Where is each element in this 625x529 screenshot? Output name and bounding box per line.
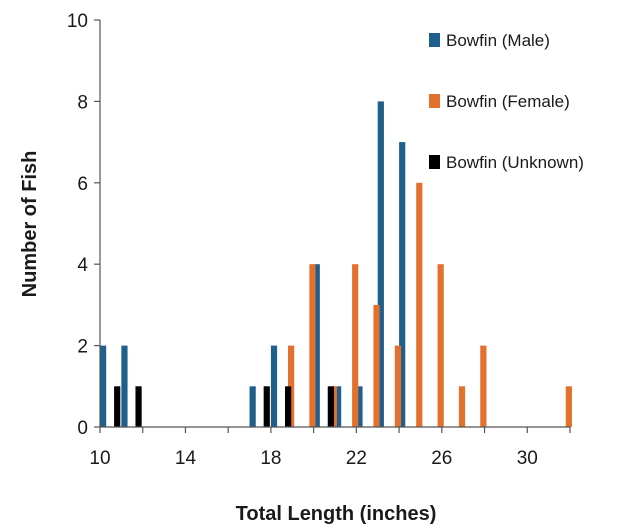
bar-bowfin-male-24 bbox=[399, 142, 406, 427]
legend-label: Bowfin (Male) bbox=[446, 31, 550, 50]
x-tick-label: 10 bbox=[89, 448, 110, 469]
bar-bowfin-female-23 bbox=[394, 345, 402, 427]
x-axis-title: Total Length (inches) bbox=[236, 503, 437, 525]
y-tick-label: 8 bbox=[77, 92, 88, 113]
legend-label: Bowfin (Female) bbox=[446, 92, 570, 111]
y-tick-label: 0 bbox=[77, 418, 88, 439]
y-axis-title: Number of Fish bbox=[19, 151, 41, 298]
legend-swatch bbox=[429, 94, 440, 108]
axes-layer bbox=[99, 20, 570, 428]
x-tick-label: 26 bbox=[431, 448, 452, 469]
legend-swatch bbox=[429, 155, 440, 169]
bar-bowfin-male-18 bbox=[270, 345, 278, 427]
bar-bowfin-female-19 bbox=[309, 264, 316, 427]
x-tick-label: 30 bbox=[517, 448, 538, 469]
y-tick-label: 2 bbox=[77, 337, 88, 358]
x-tick-label: 14 bbox=[175, 448, 197, 469]
ticks-layer: 0 2 4 6 8 10 10 14 18 22 26 30 bbox=[67, 11, 571, 469]
bar-bowfin-unknown-20 bbox=[327, 386, 334, 427]
bar-bowfin-male-21 bbox=[335, 386, 342, 427]
y-tick-label: 4 bbox=[77, 255, 88, 276]
bar-bowfin-female-27 bbox=[480, 345, 487, 427]
bar-bowfin-male-20 bbox=[313, 264, 320, 427]
x-tick-label: 18 bbox=[260, 448, 281, 469]
bars-layer bbox=[100, 101, 572, 428]
bar-bowfin-unknown-18 bbox=[285, 386, 292, 427]
bar-bowfin-unknown-10 bbox=[114, 386, 121, 427]
bar-bowfin-female-26 bbox=[458, 386, 466, 427]
bar-bowfin-unknown-17 bbox=[263, 386, 270, 427]
bar-bowfin-unknown-11 bbox=[135, 386, 142, 427]
bar-bowfin-female-25 bbox=[437, 264, 444, 427]
bar-bowfin-female-31 bbox=[565, 386, 572, 427]
legend-swatch bbox=[429, 33, 440, 47]
bar-bowfin-female-22 bbox=[373, 304, 380, 427]
bar-bowfin-male-10 bbox=[100, 345, 107, 427]
legend: Bowfin (Male) Bowfin (Female) Bowfin (Unkn… bbox=[429, 31, 584, 172]
bar-bowfin-male-22 bbox=[356, 386, 363, 427]
bar-bowfin-female-24 bbox=[416, 182, 423, 427]
y-tick-label: 10 bbox=[67, 11, 88, 32]
bar-bowfin-male-17 bbox=[249, 386, 256, 427]
legend-label: Bowfin (Unknown) bbox=[446, 153, 584, 172]
x-tick-label: 22 bbox=[346, 448, 367, 469]
bar-bowfin-female-21 bbox=[352, 264, 359, 427]
y-tick-label: 6 bbox=[77, 174, 88, 195]
bar-bowfin-male-11 bbox=[121, 345, 128, 427]
bar-bowfin-male-23 bbox=[377, 101, 384, 428]
